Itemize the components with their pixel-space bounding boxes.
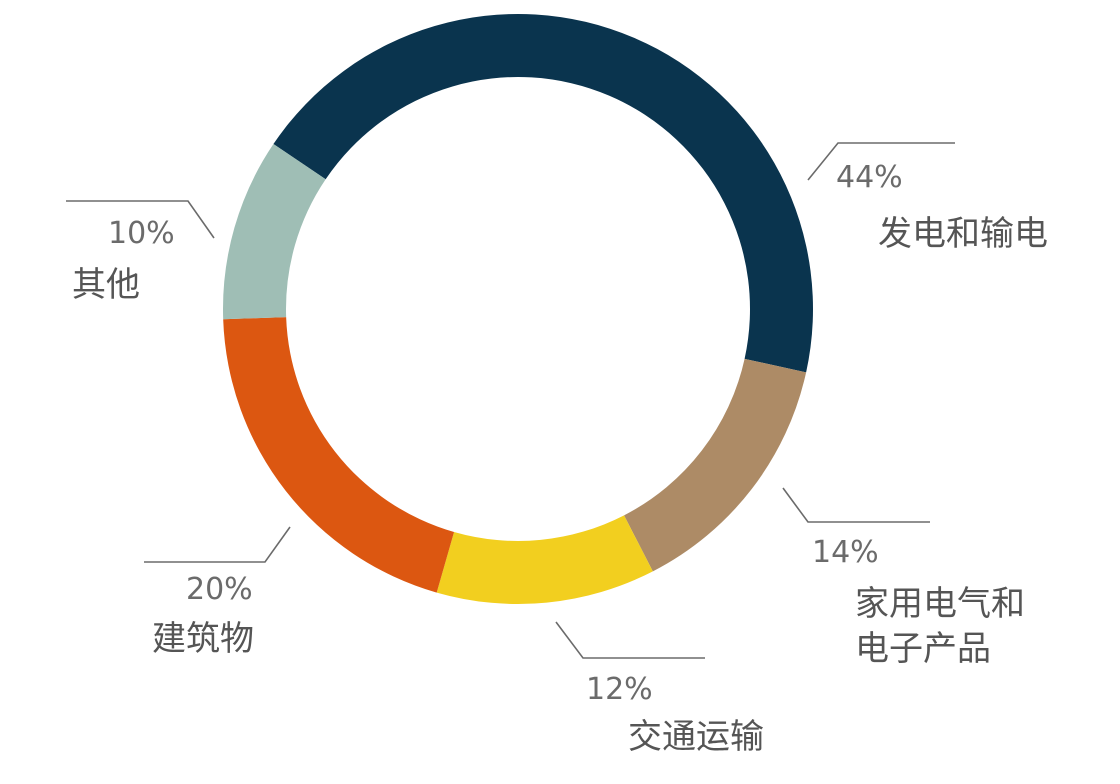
- slice-category-label-power: 发电和输电: [878, 212, 1048, 257]
- slice-category-label-transport: 交通运输: [628, 715, 764, 760]
- leader-line-power: [807, 142, 955, 181]
- slice-category-line: 电子产品: [855, 628, 991, 669]
- leader-line-transport: [555, 621, 705, 659]
- slice-value-label-other: 10%: [108, 216, 175, 251]
- slice-value-label-buildings: 20%: [186, 572, 253, 607]
- slice-category-line: 交通运输: [628, 717, 764, 757]
- leader-lines: [66, 142, 955, 659]
- slice-value-label-power: 44%: [836, 160, 903, 195]
- slice-category-line: 建筑物: [152, 619, 254, 659]
- donut-slices: [223, 14, 813, 604]
- slice-category-label-buildings: 建筑物: [152, 617, 254, 662]
- slice-value-label-appliances: 14%: [812, 535, 879, 570]
- leader-line-buildings: [144, 526, 291, 563]
- donut-slice-transport: [436, 515, 653, 604]
- leader-line-other: [66, 200, 215, 239]
- donut-slice-other: [223, 144, 326, 320]
- slice-category-line: 家用电气和: [855, 584, 1025, 624]
- slice-category-label-appliances: 家用电气和 电子产品: [855, 582, 1025, 672]
- slice-category-label-other: 其他: [72, 263, 140, 308]
- leader-line-appliances: [782, 487, 930, 523]
- slice-category-line: 其他: [72, 265, 140, 305]
- slice-category-line: 发电和输电: [878, 214, 1048, 254]
- slice-value-label-transport: 12%: [586, 672, 653, 707]
- donut-slice-buildings: [223, 317, 455, 593]
- donut-slice-power: [273, 14, 813, 373]
- donut-slice-appliances: [624, 358, 807, 572]
